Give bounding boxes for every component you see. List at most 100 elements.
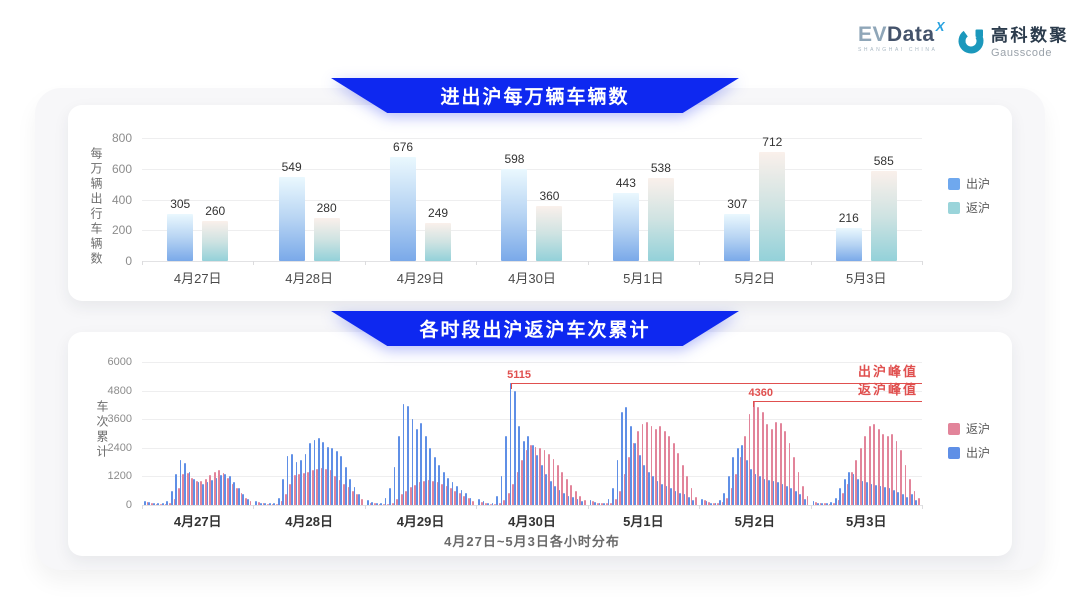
hour-cell: [264, 503, 269, 505]
hour-bar-返沪: [356, 494, 359, 505]
hour-bar-返沪: [289, 483, 292, 505]
hour-bar-出沪: [875, 484, 877, 505]
hour-cell: [237, 488, 243, 505]
hour-bar-返沪: [347, 487, 350, 505]
hour-bar-出沪: [309, 443, 311, 505]
hour-bar-返沪: [534, 446, 537, 505]
hour-cell: [469, 497, 475, 505]
hour-bar-返沪: [458, 493, 461, 505]
hour-bar-返沪: [913, 490, 916, 505]
legend-label-chuhu: 出沪: [966, 446, 991, 460]
hour-cell: [259, 502, 265, 505]
hour-bar-出沪: [277, 497, 280, 505]
hour-cell: [309, 443, 314, 505]
hour-bar-出沪: [491, 502, 494, 505]
hour-bar-返沪: [378, 503, 381, 505]
legend-item-fanhu[interactable]: 返沪: [948, 199, 990, 216]
bar-block: 549: [278, 160, 305, 261]
gridline-800: [142, 138, 922, 139]
hour-bar-出沪: [763, 478, 766, 505]
hour-bar-出沪: [834, 497, 837, 505]
hour-bar-出沪: [166, 501, 169, 505]
hour-group-5月2日: [699, 362, 810, 505]
hour-cell: [870, 424, 876, 505]
hour-bar-返沪: [481, 502, 483, 505]
hour-bar-出沪: [629, 426, 632, 505]
x-axis-tick: [587, 261, 589, 265]
hour-cell: [830, 502, 835, 505]
chart1-legend[interactable]: 出沪 返沪: [948, 175, 990, 216]
bar-block: 280: [313, 201, 340, 261]
hour-bar-返沪: [605, 503, 608, 505]
hour-cell: [786, 443, 791, 505]
hour-bar-出沪: [870, 483, 873, 505]
hour-bar-返沪: [400, 494, 403, 505]
hour-group-4月27日: [142, 362, 253, 505]
hour-cell: [616, 459, 621, 505]
bar-block: 260: [202, 204, 229, 261]
x-axis-tick: [699, 261, 701, 265]
hour-bar-出沪: [509, 383, 512, 505]
hour-bar-出沪: [161, 503, 164, 505]
hour-cell: [857, 447, 862, 505]
hour-bar-返沪: [236, 488, 238, 505]
hour-bar-出沪: [291, 453, 293, 505]
y-tick-label: 400: [111, 192, 132, 207]
bar-block: 712: [759, 135, 786, 261]
hour-bar-出沪: [179, 459, 182, 505]
chart1-title-banner: 进出沪每万辆车辆数: [331, 78, 739, 113]
hour-cell: [487, 502, 492, 505]
hour-bar-出沪: [843, 478, 846, 505]
hour-bar-返沪: [721, 502, 724, 505]
hour-bar-返沪: [352, 490, 354, 505]
hour-bar-出沪: [759, 476, 761, 505]
hour-bar-返沪: [169, 503, 171, 505]
legend-item-fanhu[interactable]: 返沪: [948, 420, 990, 437]
hour-bar-返沪: [579, 495, 582, 505]
hour-cell: [736, 447, 742, 505]
hour-bar-返沪: [806, 495, 809, 505]
legend-item-chuhu[interactable]: 出沪: [948, 175, 990, 192]
hour-bar-出沪: [884, 487, 886, 505]
hour-bar-出沪: [527, 435, 530, 505]
hour-bar-返沪: [160, 503, 162, 505]
bar-value-label: 305: [170, 197, 191, 212]
hour-cell: [224, 474, 229, 505]
hour-cell: [629, 426, 635, 505]
x-axis-date-label: 4月28日: [285, 271, 333, 286]
hour-cell: [277, 497, 283, 505]
hour-cell: [161, 503, 167, 505]
gausscode-logo: 高科数聚 Gausscode: [956, 21, 1069, 59]
hour-cell: [438, 464, 443, 505]
hour-bar-返沪: [334, 476, 336, 505]
hour-bar-出沪: [888, 488, 891, 505]
legend-item-chuhu[interactable]: 出沪: [948, 444, 990, 461]
hour-bar-出沪: [184, 463, 186, 505]
hour-bar-返沪: [895, 440, 898, 505]
hour-cell: [679, 464, 684, 505]
x-axis-tick: [142, 505, 143, 509]
chart2-title-banner: 各时段出沪返沪车次累计: [331, 311, 739, 346]
y-tick-label: 3600: [107, 413, 132, 426]
x-axis-date-label: 5月3日: [846, 271, 887, 286]
hour-cell: [300, 459, 305, 505]
y-tick-label: 600: [111, 161, 132, 176]
bar-value-label: 598: [504, 152, 525, 167]
hour-bar-返沪: [654, 428, 657, 505]
hour-bar-出沪: [679, 493, 681, 505]
hour-bar-出沪: [634, 443, 637, 505]
evdata-logo-text: Data: [887, 23, 935, 46]
hour-bar-返沪: [311, 470, 314, 505]
chart2-title: 各时段出沪返沪车次累计: [419, 320, 651, 341]
hour-bar-返沪: [173, 499, 176, 505]
hour-cell: [563, 478, 568, 505]
hour-cell: [429, 447, 434, 505]
hour-cell: [500, 476, 506, 505]
hour-cell: [375, 502, 381, 505]
hour-bar-出沪: [625, 407, 628, 505]
hour-bar-出沪: [424, 435, 427, 505]
chart2-legend[interactable]: 返沪 出沪: [948, 420, 990, 461]
bar-value-label: 538: [650, 161, 671, 176]
hour-cell: [380, 503, 385, 505]
peak-value-label: 4360: [748, 387, 774, 400]
